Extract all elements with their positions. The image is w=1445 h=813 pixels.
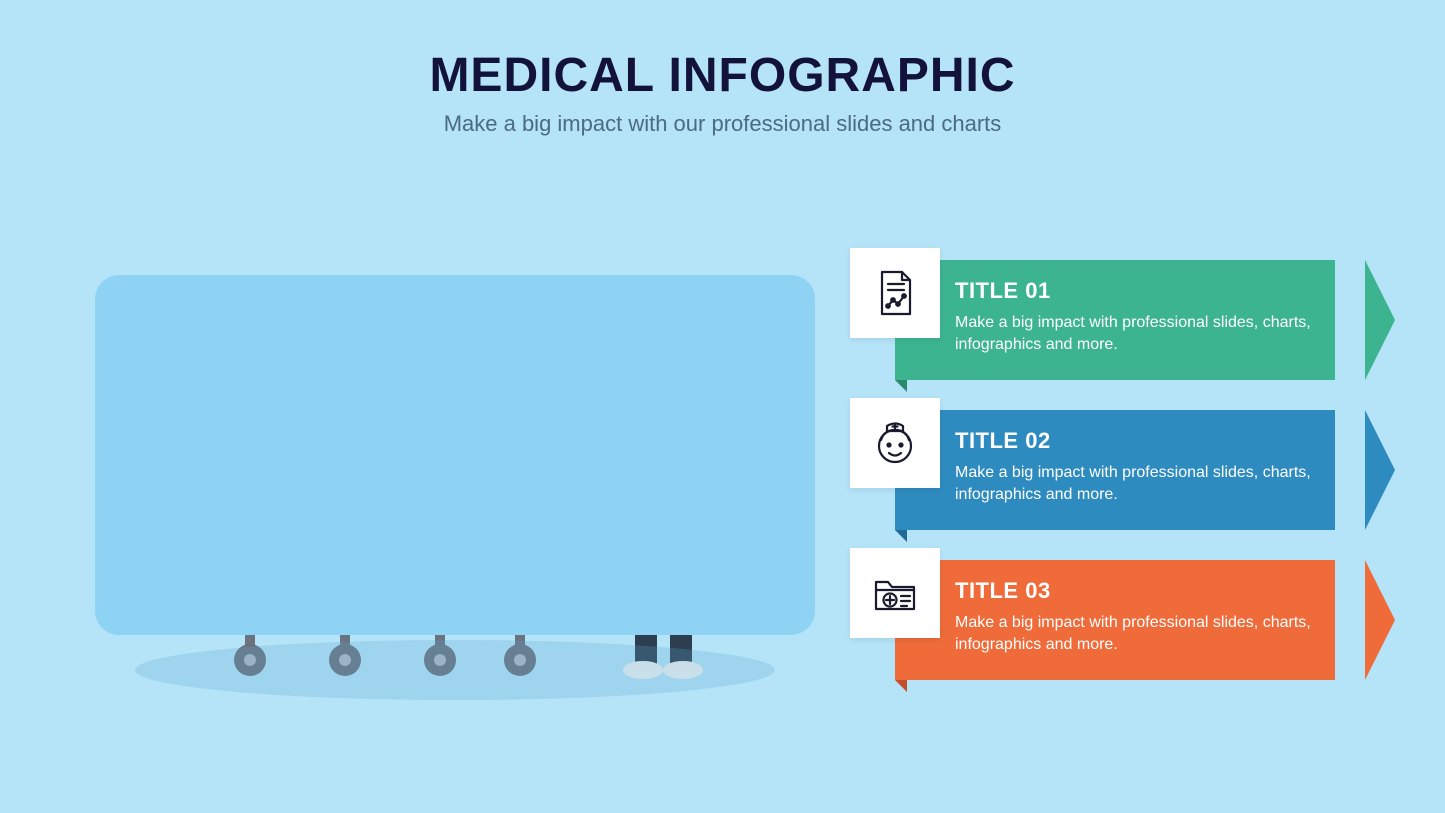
callout-3-fold: [895, 680, 907, 692]
document-icon: [870, 268, 920, 318]
illustration: [95, 275, 815, 715]
callout-1-body: TITLE 01 Make a big impact with professi…: [895, 260, 1335, 380]
medical-folder-icon: [870, 568, 920, 618]
callout-1-fold: [895, 380, 907, 392]
callout-1-title: TITLE 01: [955, 278, 1315, 304]
nurse-icon: [870, 418, 920, 468]
callout-1-icon-box: [850, 248, 940, 338]
floor-shadow: [135, 640, 775, 700]
callout-list: TITLE 01 Make a big impact with professi…: [850, 260, 1365, 710]
illustration-background-panel: [95, 275, 815, 635]
callout-3-icon-box: [850, 548, 940, 638]
callout-3: TITLE 03 Make a big impact with professi…: [850, 560, 1365, 680]
callout-3-arrowhead: [1365, 560, 1395, 680]
page-title: MEDICAL INFOGRAPHIC: [0, 48, 1445, 103]
callout-3-body: TITLE 03 Make a big impact with professi…: [895, 560, 1335, 680]
page-subtitle: Make a big impact with our professional …: [0, 111, 1445, 137]
callout-2-body: TITLE 02 Make a big impact with professi…: [895, 410, 1335, 530]
infographic-canvas: MEDICAL INFOGRAPHIC Make a big impact wi…: [0, 0, 1445, 813]
callout-2-desc: Make a big impact with professional slid…: [955, 462, 1315, 505]
callout-2: TITLE 02 Make a big impact with professi…: [850, 410, 1365, 530]
header: MEDICAL INFOGRAPHIC Make a big impact wi…: [0, 48, 1445, 137]
callout-1: TITLE 01 Make a big impact with professi…: [850, 260, 1365, 380]
callout-2-title: TITLE 02: [955, 428, 1315, 454]
callout-2-arrowhead: [1365, 410, 1395, 530]
callout-1-arrowhead: [1365, 260, 1395, 380]
callout-2-icon-box: [850, 398, 940, 488]
callout-3-title: TITLE 03: [955, 578, 1315, 604]
callout-2-fold: [895, 530, 907, 542]
callout-1-desc: Make a big impact with professional slid…: [955, 312, 1315, 355]
callout-3-desc: Make a big impact with professional slid…: [955, 612, 1315, 655]
